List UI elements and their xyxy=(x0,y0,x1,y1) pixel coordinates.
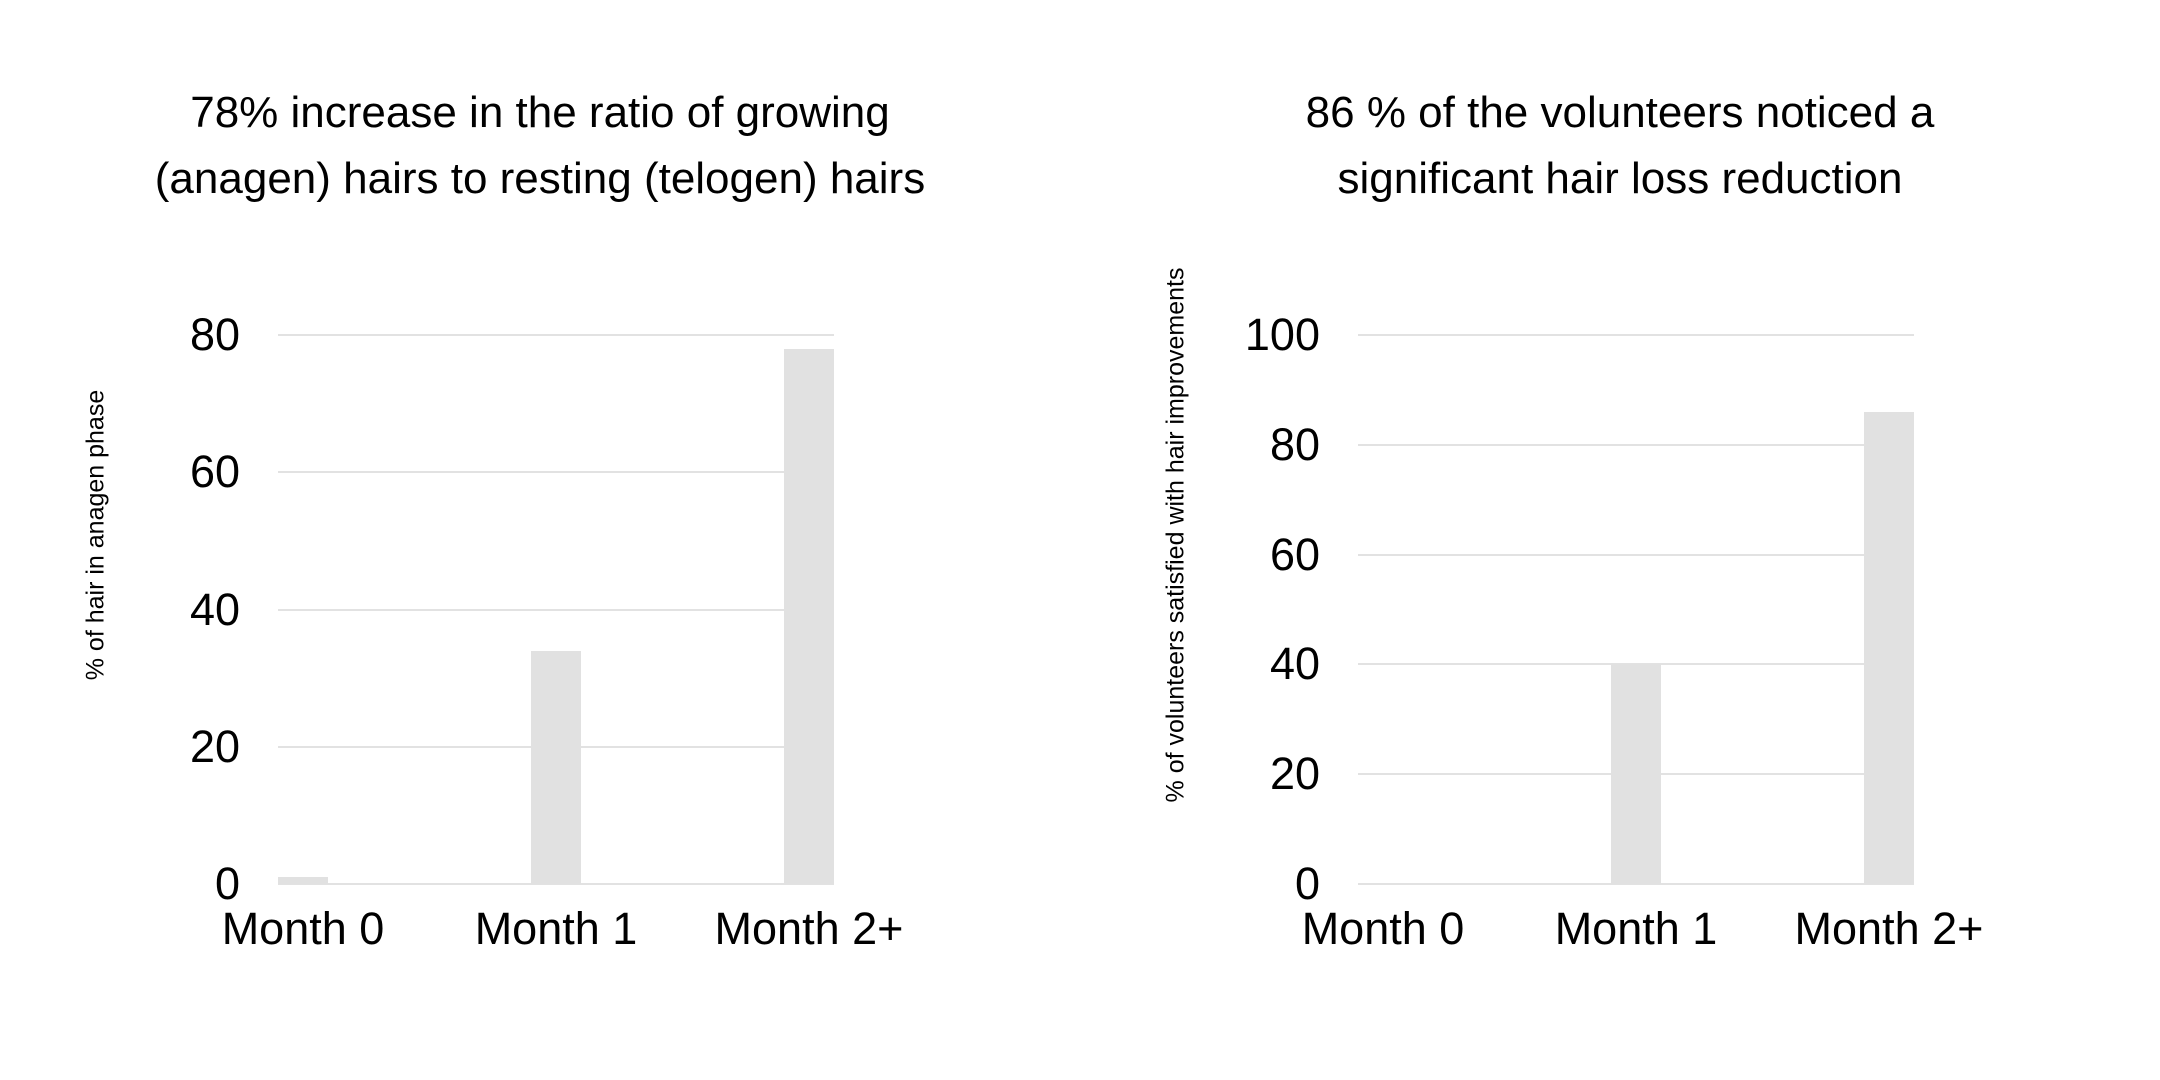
gridline-0 xyxy=(1358,883,1914,885)
x-tick-label-month-1: Month 1 xyxy=(474,903,638,954)
y-tick-label-80: 80 xyxy=(1269,419,1320,470)
y-tick-label-40: 40 xyxy=(189,584,240,635)
y-tick-label-0: 0 xyxy=(1294,858,1320,909)
x-tick-label-month-1: Month 1 xyxy=(1554,903,1718,954)
bar-month-1 xyxy=(1611,664,1661,884)
x-tick-label-month-0: Month 0 xyxy=(221,903,385,954)
chart-anagen-ratio: 78% increase in the ratio of growing (an… xyxy=(0,80,1080,954)
gridline-60 xyxy=(278,471,834,473)
y-tick-label-80: 80 xyxy=(189,309,240,360)
chart-title: 86 % of the volunteers noticed a signifi… xyxy=(1080,80,2160,212)
y-axis-label: % of hair in anagen phase xyxy=(81,389,110,681)
chart-volunteer-satisfaction: 86 % of the volunteers noticed a signifi… xyxy=(1080,0,2160,1080)
x-tick-label-month-2-: Month 2+ xyxy=(714,903,904,954)
y-tick-label-20: 20 xyxy=(1269,748,1320,799)
gridline-100 xyxy=(1358,334,1914,336)
gridline-80 xyxy=(1358,444,1914,446)
plot-area xyxy=(278,334,834,885)
bar-month-0 xyxy=(278,877,328,884)
y-tick-label-20: 20 xyxy=(189,721,240,772)
plot-area xyxy=(1358,334,1914,885)
chart-title: 78% increase in the ratio of growing (an… xyxy=(0,80,1080,212)
bar-month-2- xyxy=(784,349,834,884)
y-tick-label-0: 0 xyxy=(214,858,240,909)
y-tick-label-60: 60 xyxy=(189,446,240,497)
x-tick-label-month-2-: Month 2+ xyxy=(1794,903,1984,954)
gridline-0 xyxy=(278,883,834,885)
chart-title-line-2: significant hair loss reduction xyxy=(1337,154,1903,203)
gridline-60 xyxy=(1358,554,1914,556)
chart-title-line-1: 78% increase in the ratio of growing xyxy=(190,88,890,137)
x-tick-label-month-0: Month 0 xyxy=(1301,903,1465,954)
chart-title-line-1: 86 % of the volunteers noticed a xyxy=(1305,88,1935,137)
y-tick-label-40: 40 xyxy=(1269,638,1320,689)
chart-title-line-2: (anagen) hairs to resting (telogen) hair… xyxy=(154,154,926,203)
y-tick-label-60: 60 xyxy=(1269,529,1320,580)
gridline-40 xyxy=(278,609,834,611)
bar-month-1 xyxy=(531,651,581,884)
y-tick-label-100: 100 xyxy=(1244,309,1320,360)
bar-month-2- xyxy=(1864,412,1914,884)
gridline-80 xyxy=(278,334,834,336)
